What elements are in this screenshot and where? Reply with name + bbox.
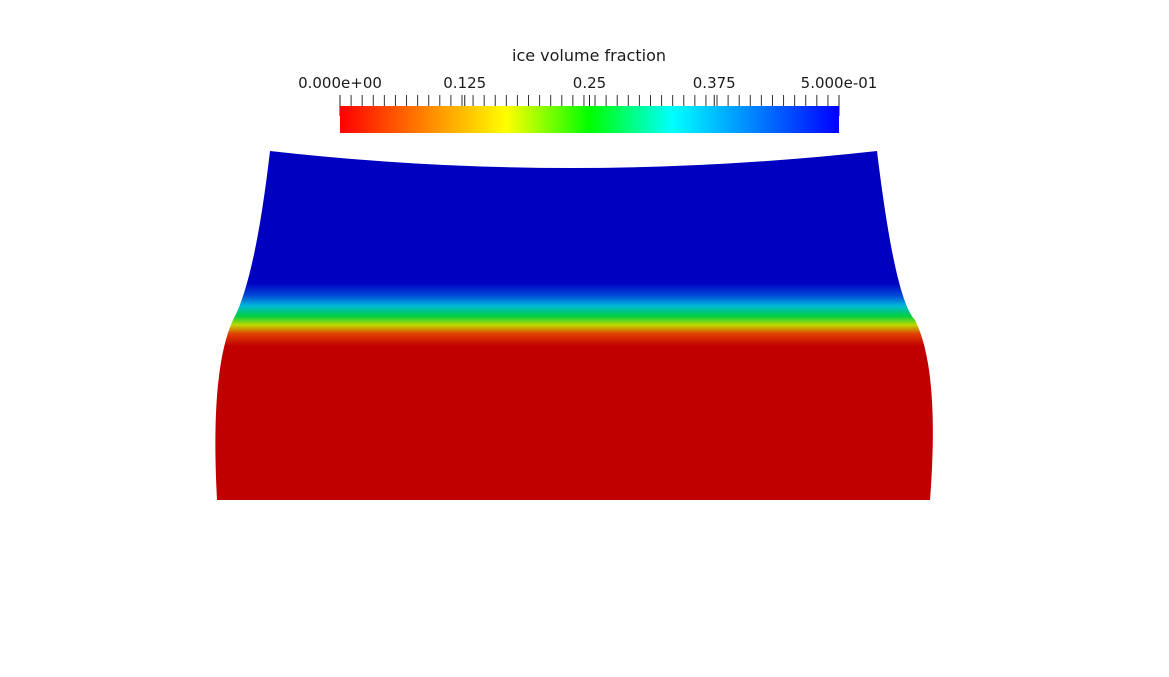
colorbar-tick-labels: 0.000e+00 0.125 0.25 0.375 5.000e-01 — [298, 74, 877, 92]
colorbar-title: ice volume fraction — [512, 46, 666, 65]
colorbar — [340, 106, 839, 133]
scalar-bar: ice volume fraction 0.000e+00 0.125 0.25 0.… — [298, 46, 877, 133]
colorbar-tick-label: 5.000e-01 — [801, 74, 878, 92]
colorbar-tick-label: 0.000e+00 — [298, 74, 382, 92]
ice-fraction-field — [215, 151, 933, 500]
colorbar-tick-label: 0.375 — [693, 74, 736, 92]
colorbar-tick-label: 0.125 — [443, 74, 486, 92]
colorbar-tick-label: 0.25 — [573, 74, 606, 92]
field-fill — [215, 151, 933, 500]
